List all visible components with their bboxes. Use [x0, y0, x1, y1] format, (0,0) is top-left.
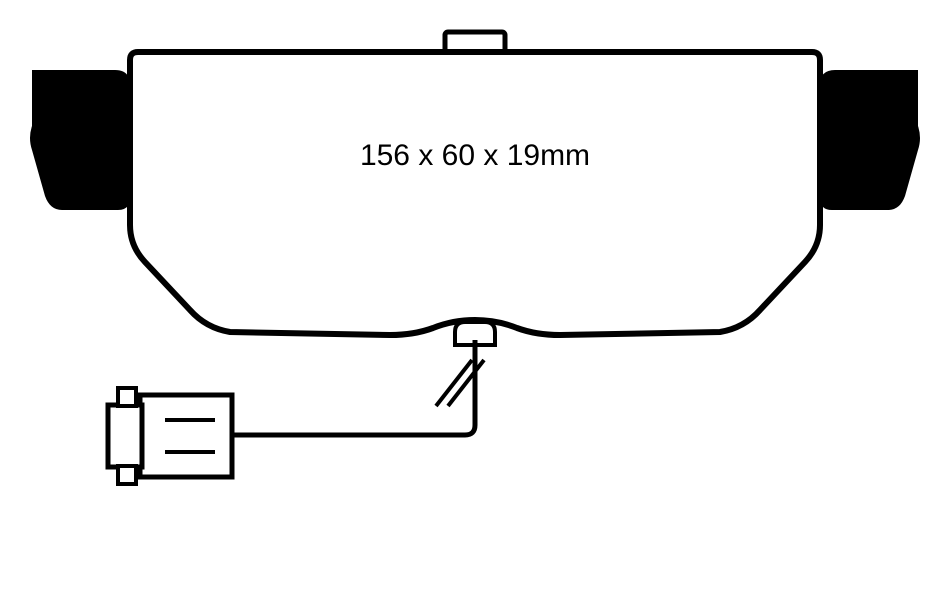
connector-flange-top	[118, 388, 136, 406]
connector-flange-bottom	[118, 466, 136, 484]
dimension-label: 156 x 60 x 19mm	[360, 139, 590, 172]
connector-body	[140, 395, 232, 477]
left-ear	[30, 70, 130, 210]
sensor-wire	[232, 340, 475, 435]
pad-outline	[130, 52, 820, 335]
right-ear	[820, 70, 920, 210]
brake-pad-diagram: 156 x 60 x 19mm	[0, 0, 950, 597]
connector-inner	[108, 405, 142, 467]
